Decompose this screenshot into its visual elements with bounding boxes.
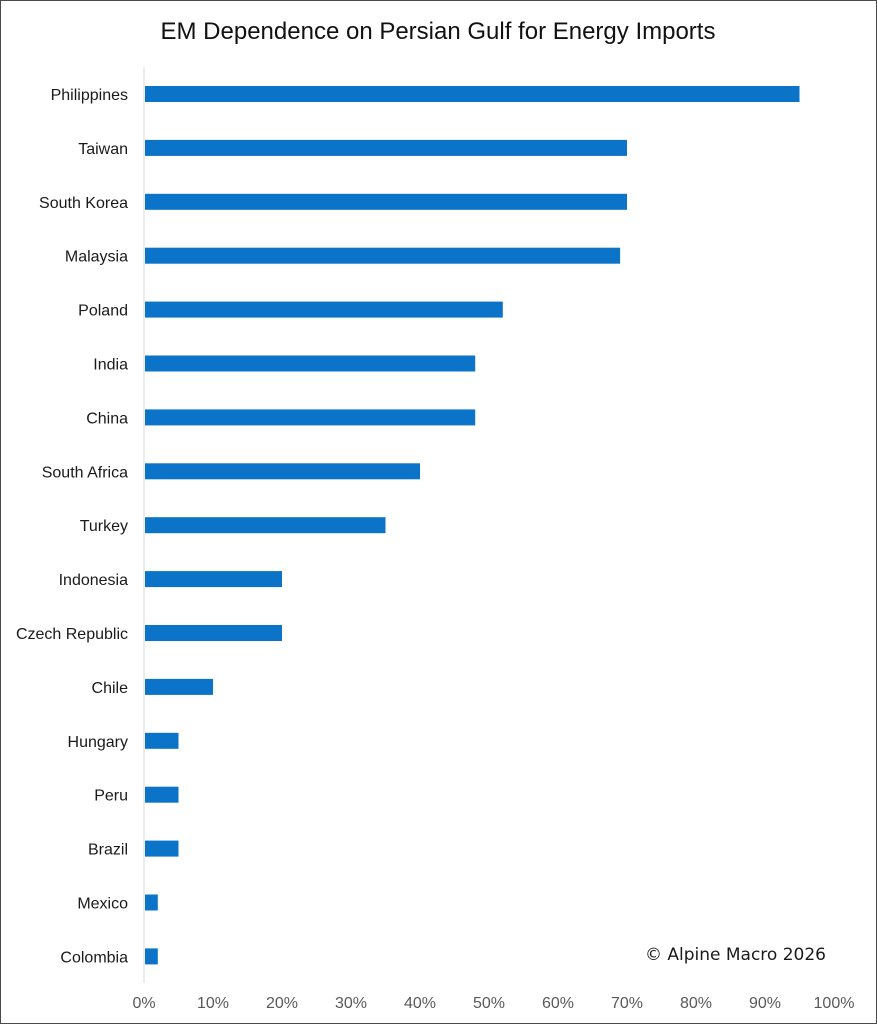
bars (145, 86, 800, 965)
bar-south-korea (145, 193, 627, 210)
bar-brazil (145, 840, 179, 857)
category-label-peru: Peru (94, 788, 128, 805)
category-label-malaysia: Malaysia (65, 249, 128, 266)
bar-china (145, 409, 476, 426)
x-tick-labels: 0% 10% 20% 30% 40% 50% 60% 70% 80% 90% 100% (132, 995, 854, 1012)
bar-chile (145, 678, 213, 695)
x-tick-label: 70% (611, 995, 643, 1012)
category-label-china: China (86, 410, 128, 427)
copyright-note: © Alpine Macro 2026 (645, 945, 826, 965)
bar-czech-republic (145, 625, 282, 641)
category-label-india: India (93, 357, 128, 374)
x-tick-label: 80% (680, 995, 712, 1012)
x-tick-label: 100% (814, 995, 855, 1012)
bar-indonesia (145, 571, 282, 588)
bar-mexico (145, 894, 158, 911)
category-label-chile: Chile (92, 680, 129, 697)
x-tick-label: 60% (542, 995, 574, 1012)
bar-philippines (145, 86, 800, 102)
category-label-colombia: Colombia (60, 949, 128, 966)
category-label-brazil: Brazil (88, 842, 128, 859)
bar-turkey (145, 517, 386, 534)
x-tick-label: 10% (197, 995, 229, 1012)
bar-poland (145, 301, 503, 318)
bar-colombia (145, 948, 158, 965)
chart-title: EM Dependence on Persian Gulf for Energy… (161, 18, 716, 45)
category-label-czech-republic: Czech Republic (16, 626, 128, 643)
category-label-hungary: Hungary (68, 734, 128, 751)
bar-malaysia (145, 247, 621, 264)
bar-south-africa (145, 463, 420, 480)
category-label-south-korea: South Korea (39, 195, 128, 212)
x-tick-label: 90% (749, 995, 781, 1012)
category-label-turkey: Turkey (80, 518, 128, 535)
x-tick-label: 50% (473, 995, 505, 1012)
bar-peru (145, 786, 179, 803)
bar-india (145, 355, 476, 372)
x-tick-label: 40% (404, 995, 436, 1012)
x-tick-label: 0% (132, 995, 155, 1012)
category-label-taiwan: Taiwan (78, 141, 128, 158)
x-tick-label: 30% (335, 995, 367, 1012)
bar-taiwan (145, 139, 627, 156)
category-label-south-africa: South Africa (42, 464, 128, 481)
category-label-indonesia: Indonesia (59, 572, 128, 589)
bar-hungary (145, 732, 179, 749)
category-label-philippines: Philippines (51, 87, 128, 104)
x-tick-label: 20% (266, 995, 298, 1012)
category-label-poland: Poland (78, 303, 128, 320)
category-label-mexico: Mexico (77, 896, 128, 913)
category-labels: Philippines Taiwan South Korea Malaysia Pola… (16, 87, 128, 966)
